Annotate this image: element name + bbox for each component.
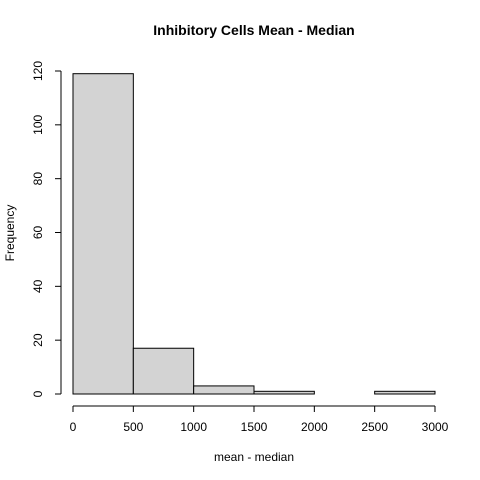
y-tick-label: 120 bbox=[31, 61, 45, 81]
histogram-bar-1 bbox=[132, 347, 195, 395]
y-tick-label: 100 bbox=[31, 115, 45, 135]
y-tick-label: 20 bbox=[31, 333, 45, 347]
y-tick-label: 0 bbox=[31, 390, 45, 397]
y-axis: 0 20 40 60 80 100 120 bbox=[31, 61, 62, 397]
bars-group bbox=[72, 73, 436, 395]
x-tick-label: 1000 bbox=[180, 420, 207, 434]
x-tick-label: 3000 bbox=[422, 420, 449, 434]
y-tick-label: 80 bbox=[31, 172, 45, 186]
y-axis-label: Frequency bbox=[3, 205, 17, 262]
x-tick-label: 500 bbox=[123, 420, 143, 434]
x-axis: 0 500 1000 1500 2000 2500 3000 bbox=[70, 405, 449, 434]
y-tick-label: 60 bbox=[31, 226, 45, 240]
histogram-bar-5 bbox=[374, 390, 436, 395]
histogram-bar-2 bbox=[193, 385, 255, 395]
x-axis-label: mean - median bbox=[214, 450, 294, 464]
x-tick-label: 0 bbox=[70, 420, 77, 434]
y-tick-label: 40 bbox=[31, 279, 45, 293]
chart-title: Inhibitory Cells Mean - Median bbox=[153, 22, 354, 38]
histogram-bar-3 bbox=[253, 390, 315, 395]
histogram-bar-0 bbox=[72, 73, 134, 395]
x-tick-label: 2500 bbox=[361, 420, 388, 434]
x-tick-label: 1500 bbox=[241, 420, 268, 434]
x-tick-label: 2000 bbox=[301, 420, 328, 434]
